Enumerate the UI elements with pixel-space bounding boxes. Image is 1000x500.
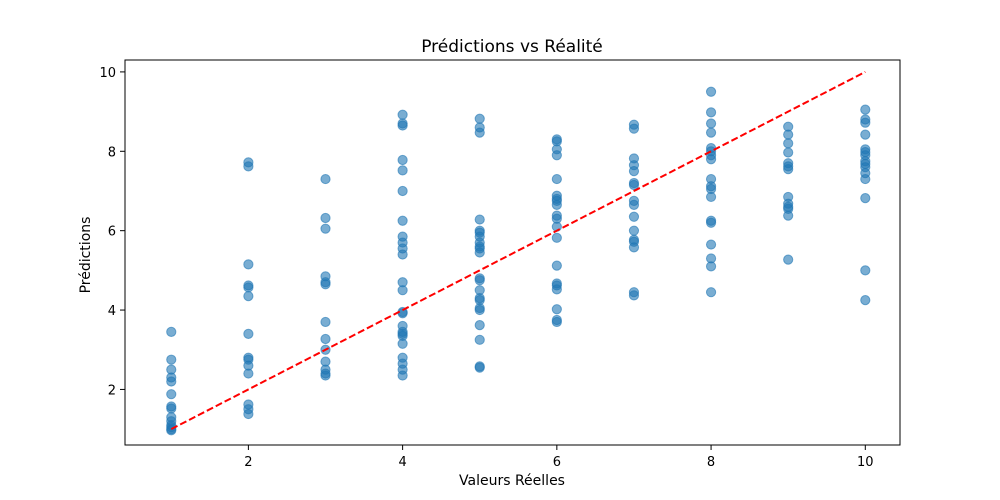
data-point (628, 179, 640, 191)
data-point (860, 193, 871, 204)
data-point (551, 173, 562, 185)
data-point (474, 113, 485, 124)
data-point (551, 284, 562, 295)
data-point (551, 232, 562, 243)
plot-frame (124, 59, 901, 446)
data-point (551, 150, 562, 161)
data-point (166, 354, 177, 365)
points-layer (166, 86, 871, 436)
y-axis-label: Prédictions (78, 217, 94, 294)
data-point (397, 215, 408, 226)
y-tick-label: 6 (108, 225, 116, 240)
data-point (860, 173, 871, 185)
data-point (705, 287, 717, 298)
axes: 2 4 6 8 10 2 4 6 8 10 (99, 59, 901, 470)
data-point (397, 370, 408, 381)
data-point (705, 118, 717, 129)
data-point (860, 129, 871, 140)
data-point (320, 333, 331, 345)
data-point (243, 368, 254, 379)
data-point (705, 154, 717, 165)
data-point (397, 185, 408, 197)
data-point (243, 291, 254, 302)
data-point (320, 223, 331, 234)
x-tick-label: 4 (398, 455, 406, 470)
data-point (860, 295, 871, 306)
x-tick-label: 2 (244, 455, 252, 470)
data-point (474, 334, 485, 345)
data-point (397, 154, 408, 166)
data-point (783, 138, 794, 149)
data-point (628, 290, 640, 301)
data-point (243, 161, 254, 172)
data-point (166, 326, 177, 337)
data-point (705, 127, 717, 138)
x-tick-label: 10 (857, 455, 874, 470)
chart-title: Prédictions vs Réalité (421, 37, 603, 57)
data-point (243, 282, 254, 293)
data-point (397, 338, 408, 349)
data-point (320, 173, 331, 185)
data-point (474, 247, 485, 258)
data-point (628, 242, 640, 253)
data-point (474, 320, 485, 331)
data-point (628, 211, 640, 222)
data-point (628, 199, 640, 210)
data-point (705, 86, 717, 97)
x-axis-label: Valeurs Réelles (459, 473, 565, 489)
data-point (474, 275, 485, 286)
reference-line-layer (170, 71, 866, 431)
data-point (320, 279, 331, 290)
data-point (705, 239, 717, 250)
data-point (783, 210, 794, 221)
data-point (860, 117, 871, 128)
data-point (243, 328, 254, 339)
data-point (705, 261, 717, 272)
y-tick-label: 2 (108, 383, 116, 398)
data-point (551, 199, 562, 210)
data-point (474, 362, 485, 373)
y-tick-label: 8 (108, 145, 116, 160)
y-tick-label: 10 (99, 66, 116, 81)
data-point (783, 129, 794, 140)
data-point (860, 265, 871, 276)
data-point (397, 285, 408, 296)
reference-line (170, 71, 866, 431)
data-point (320, 212, 331, 224)
data-point (166, 376, 177, 387)
data-point (166, 389, 177, 400)
data-point (551, 316, 562, 328)
data-point (551, 260, 562, 271)
x-tick-label: 6 (553, 455, 561, 470)
data-point (397, 165, 408, 176)
data-point (397, 120, 408, 131)
data-point (474, 214, 485, 225)
data-point (628, 123, 640, 134)
data-point (397, 109, 408, 120)
data-point (474, 304, 485, 316)
data-point (166, 403, 177, 414)
data-point (551, 304, 562, 315)
data-point (628, 225, 640, 236)
data-point (860, 104, 871, 115)
data-point (705, 107, 717, 118)
y-tick-label: 4 (108, 304, 116, 319)
data-point (705, 191, 717, 203)
data-point (783, 147, 794, 158)
data-point (705, 217, 717, 228)
data-point (320, 316, 331, 328)
data-point (397, 249, 408, 260)
data-point (243, 408, 254, 420)
data-point (783, 164, 794, 175)
data-point (783, 254, 794, 265)
x-tick-label: 8 (707, 455, 715, 470)
data-point (243, 259, 254, 270)
data-point (474, 127, 485, 138)
data-point (320, 370, 331, 381)
data-point (628, 166, 640, 177)
